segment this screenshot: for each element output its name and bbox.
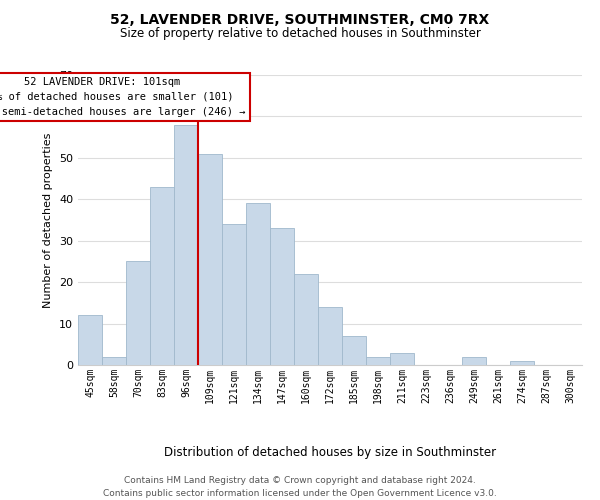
Bar [342, 336, 366, 365]
Bar [366, 356, 390, 365]
Bar [294, 274, 318, 365]
Bar [78, 316, 102, 365]
Bar [198, 154, 222, 365]
Text: Contains HM Land Registry data © Crown copyright and database right 2024.
Contai: Contains HM Land Registry data © Crown c… [103, 476, 497, 498]
Bar [126, 262, 150, 365]
Bar [174, 124, 198, 365]
Y-axis label: Number of detached properties: Number of detached properties [43, 132, 53, 308]
Text: Distribution of detached houses by size in Southminster: Distribution of detached houses by size … [164, 446, 496, 459]
Bar [318, 307, 342, 365]
Bar [462, 356, 486, 365]
Text: 52 LAVENDER DRIVE: 101sqm
← 29% of detached houses are smaller (101)
70% of semi: 52 LAVENDER DRIVE: 101sqm ← 29% of detac… [0, 77, 246, 116]
Bar [246, 204, 270, 365]
Bar [150, 187, 174, 365]
Bar [222, 224, 246, 365]
Bar [102, 356, 126, 365]
Text: 52, LAVENDER DRIVE, SOUTHMINSTER, CM0 7RX: 52, LAVENDER DRIVE, SOUTHMINSTER, CM0 7R… [110, 12, 490, 26]
Bar [510, 361, 534, 365]
Bar [270, 228, 294, 365]
Bar [390, 352, 414, 365]
Text: Size of property relative to detached houses in Southminster: Size of property relative to detached ho… [119, 28, 481, 40]
